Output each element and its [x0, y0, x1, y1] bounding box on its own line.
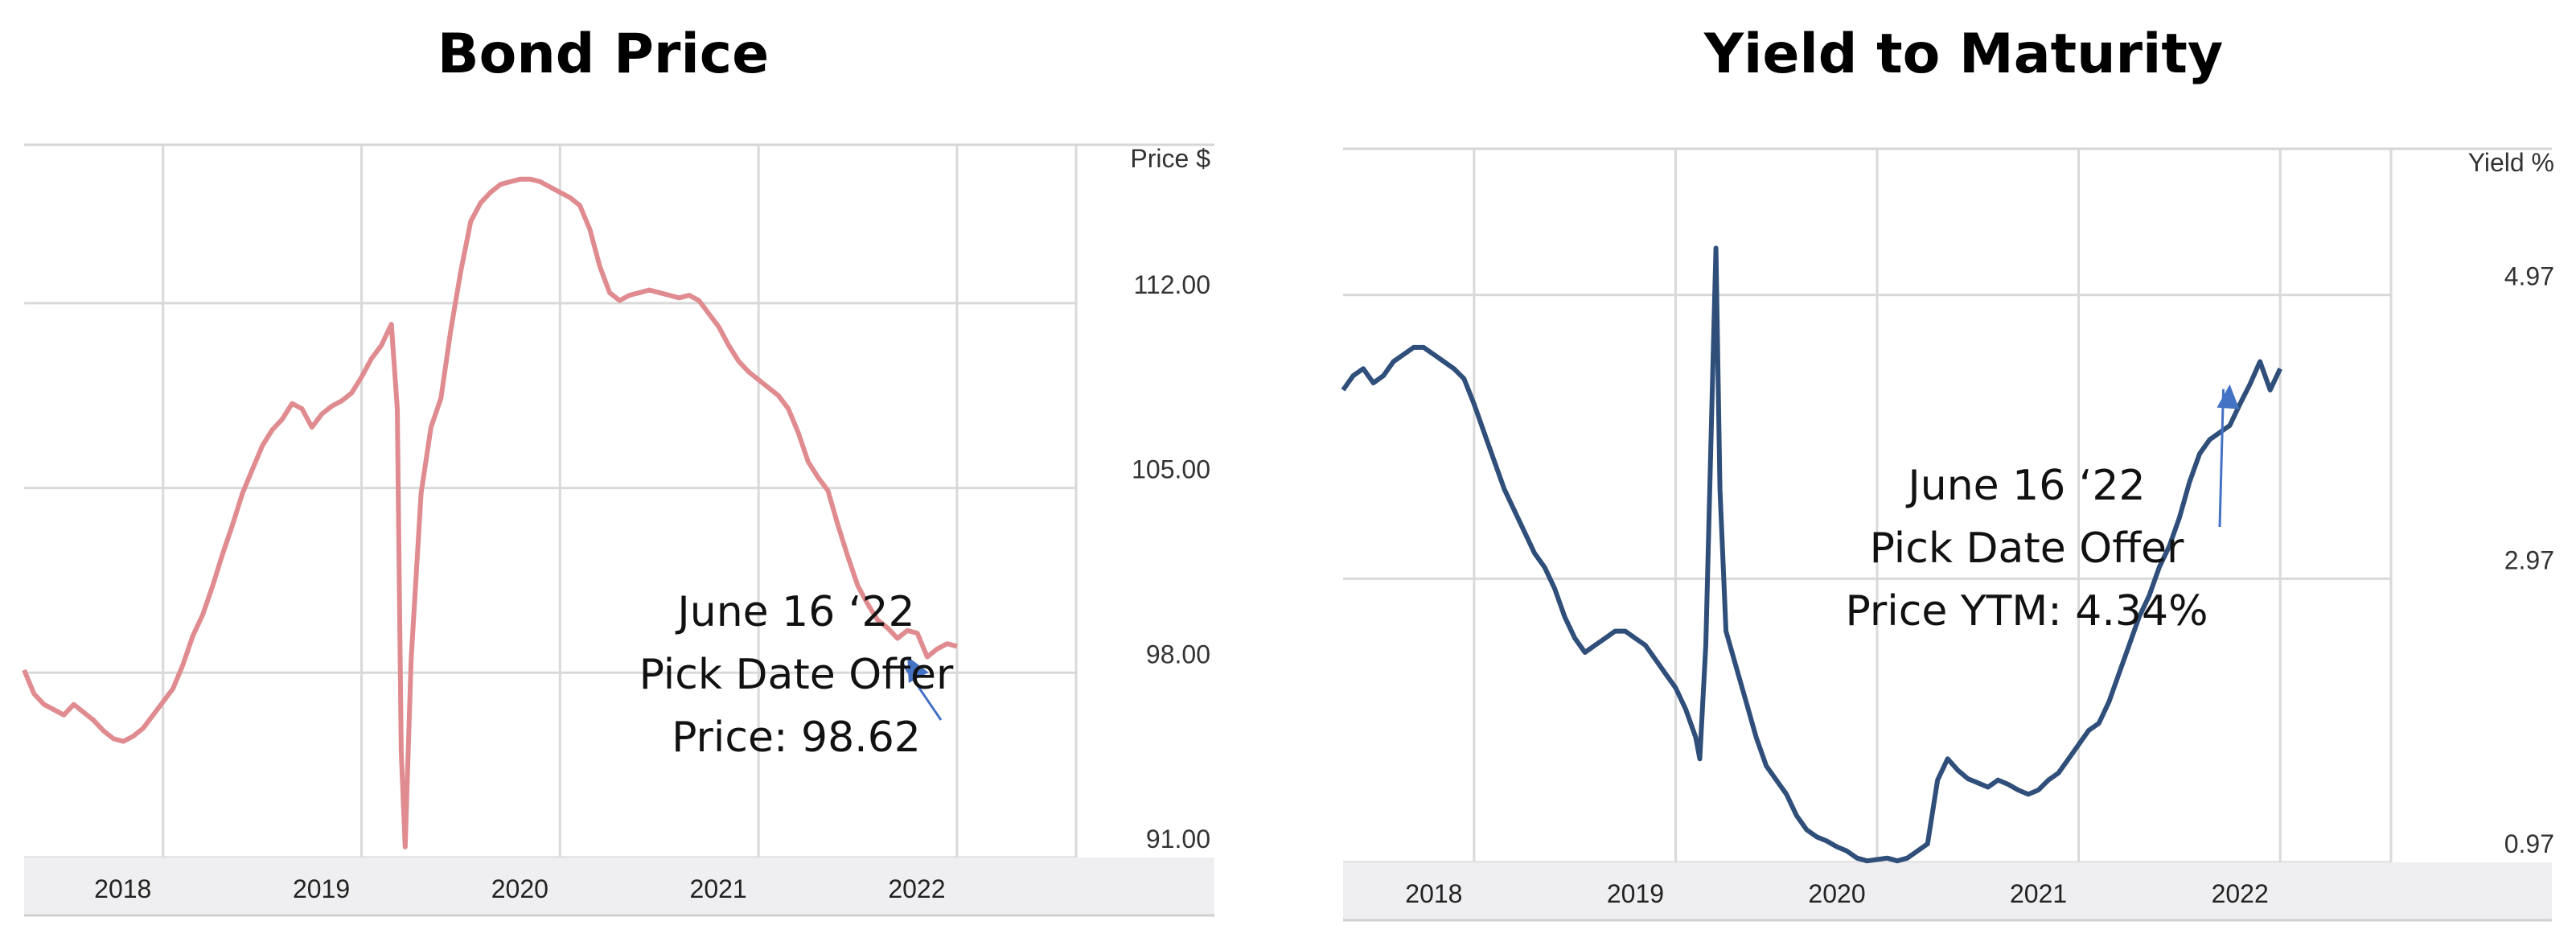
- chart-title: Bond Price: [437, 23, 770, 86]
- x-tick-label: 2018: [1405, 879, 1462, 908]
- x-tick-label: 2022: [2212, 879, 2269, 908]
- bond-price-chart: 112.00 105.00 98.00 91.00 Price $ 2018 2019 202…: [22, 143, 1214, 917]
- annotation-line-value: Price: 98.62: [672, 714, 921, 762]
- bond-price-panel: Bond Price 112.00 105.00 98.00 91.00 Price $…: [0, 0, 1239, 946]
- x-axis-band: [1343, 862, 2552, 920]
- y-axis-label: Yield %: [2468, 148, 2554, 177]
- annotation-arrow-head: [907, 656, 929, 684]
- y-tick-label: 105.00: [1132, 455, 1210, 484]
- y-tick-label: 98.00: [1146, 640, 1210, 668]
- yield-annotation: June 16 ‘22 Pick Date Offer Price YTM: 4…: [1834, 454, 2220, 643]
- annotation-line-label: Pick Date Offer: [639, 651, 954, 699]
- price-annotation: June 16 ‘22 Pick Date Offer Price: 98.62: [619, 581, 973, 769]
- x-tick-label: 2020: [1808, 879, 1865, 908]
- y-tick-label: 91.00: [1146, 825, 1210, 853]
- annotation-arrow-head: [2217, 384, 2240, 409]
- chart-title: Yield to Maturity: [1703, 23, 2224, 86]
- annotation-arrow-line: [2218, 389, 2225, 528]
- x-tick-label: 2020: [491, 874, 548, 903]
- x-tick-label: 2019: [293, 874, 350, 903]
- yield-to-maturity-chart: 4.97 2.97 0.97 Yield % 2018 2019 2020 2021 2022: [1341, 147, 2554, 922]
- annotation-line-date: June 16 ‘22: [1908, 462, 2146, 510]
- y-tick-label: 0.97: [2504, 829, 2554, 858]
- y-tick-label: 112.00: [1134, 270, 1211, 299]
- y-tick-label: 4.97: [2504, 262, 2554, 291]
- annotation-line-value: Price YTM: 4.34%: [1845, 587, 2208, 635]
- annotation-arrow-line: [899, 660, 943, 721]
- x-tick-label: 2019: [1607, 879, 1664, 908]
- series-line: [22, 176, 958, 849]
- y-axis-label: Price $: [1130, 144, 1210, 173]
- annotation-line-label: Pick Date Offer: [1869, 524, 2184, 573]
- x-tick-label: 2021: [2010, 879, 2067, 908]
- y-tick-label: 2.97: [2504, 545, 2554, 574]
- x-tick-label: 2018: [94, 874, 151, 903]
- x-tick-label: 2022: [888, 874, 945, 903]
- x-tick-label: 2021: [690, 874, 747, 903]
- annotation-line-date: June 16 ‘22: [677, 588, 915, 636]
- yield-panel: Yield to Maturity 4.97 2.97 0.97 Yield % 201…: [1319, 0, 2576, 946]
- series-line: [1341, 245, 2282, 864]
- x-axis-band: [24, 858, 1214, 915]
